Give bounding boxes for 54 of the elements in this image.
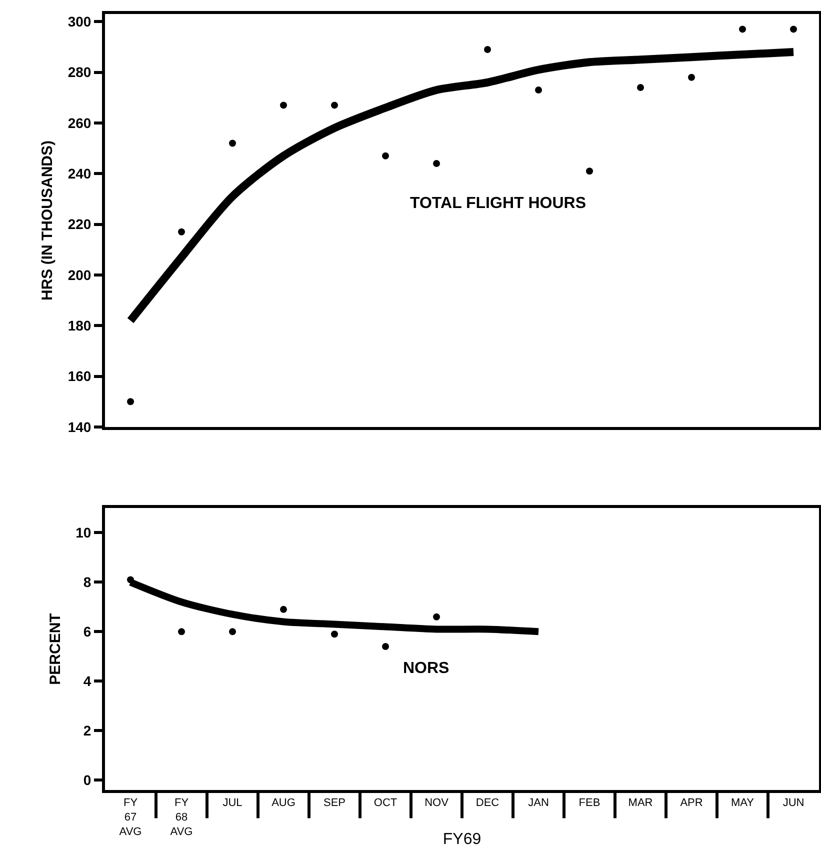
x-axis-title: FY69 <box>442 831 482 848</box>
x-tick-label: DEC <box>476 797 500 810</box>
x-tick-label: FY 68 AVG <box>170 797 193 838</box>
point <box>229 628 236 636</box>
y-tick-label: 140 <box>68 418 92 435</box>
annotation: TOTAL FLIGHT HOURS <box>410 195 586 212</box>
annotation: NORS <box>403 660 450 677</box>
x-tick-label: AUG <box>272 797 296 810</box>
y-axis-title: HRS (IN THOUSANDS) <box>39 140 56 300</box>
point <box>586 168 593 175</box>
point <box>331 630 338 638</box>
y-tick-label: 260 <box>68 114 92 131</box>
x-tick-label: JUL <box>222 797 242 810</box>
point <box>637 84 644 91</box>
point <box>739 26 746 33</box>
point <box>229 140 236 147</box>
point <box>382 152 389 160</box>
y-tick-label: 6 <box>83 624 92 640</box>
y-axis-title: PERCENT <box>46 613 64 685</box>
y-tick-label: 240 <box>68 166 92 182</box>
x-tick-label: NOV <box>424 797 450 810</box>
x-tick-label: JAN <box>528 797 549 810</box>
point <box>433 613 440 620</box>
point <box>484 46 491 53</box>
point <box>178 628 185 636</box>
point <box>280 606 287 613</box>
x-tick-label: JUN <box>782 797 804 810</box>
point <box>790 26 797 33</box>
x-tick-label: MAY <box>730 797 755 810</box>
x-tick-label: FY 67 AVG <box>119 797 142 838</box>
x-tick-label: OCT <box>374 797 398 810</box>
y-tick-label: 220 <box>68 216 92 232</box>
x-tick-label: MAR <box>628 797 653 810</box>
point <box>535 86 542 94</box>
y-tick-label: 300 <box>68 14 92 30</box>
y-tick-label: 0 <box>83 772 92 788</box>
y-tick-label: 4 <box>83 673 92 690</box>
point <box>331 102 338 109</box>
y-tick-label: 2 <box>83 722 92 739</box>
point <box>433 160 440 167</box>
point <box>688 74 695 81</box>
point <box>127 398 134 406</box>
y-tick-label: 10 <box>76 524 92 541</box>
point <box>178 228 185 236</box>
x-tick-label: APR <box>680 797 703 810</box>
x-tick-label: FEB <box>578 797 600 810</box>
y-tick-label: 160 <box>68 368 92 384</box>
y-tick-label: 180 <box>68 318 92 334</box>
point <box>280 102 287 109</box>
y-tick-label: 280 <box>68 64 92 80</box>
y-tick-label: 200 <box>68 266 92 283</box>
y-tick-label: 8 <box>83 574 92 590</box>
point <box>382 643 389 650</box>
x-tick-label: SEP <box>323 797 346 810</box>
